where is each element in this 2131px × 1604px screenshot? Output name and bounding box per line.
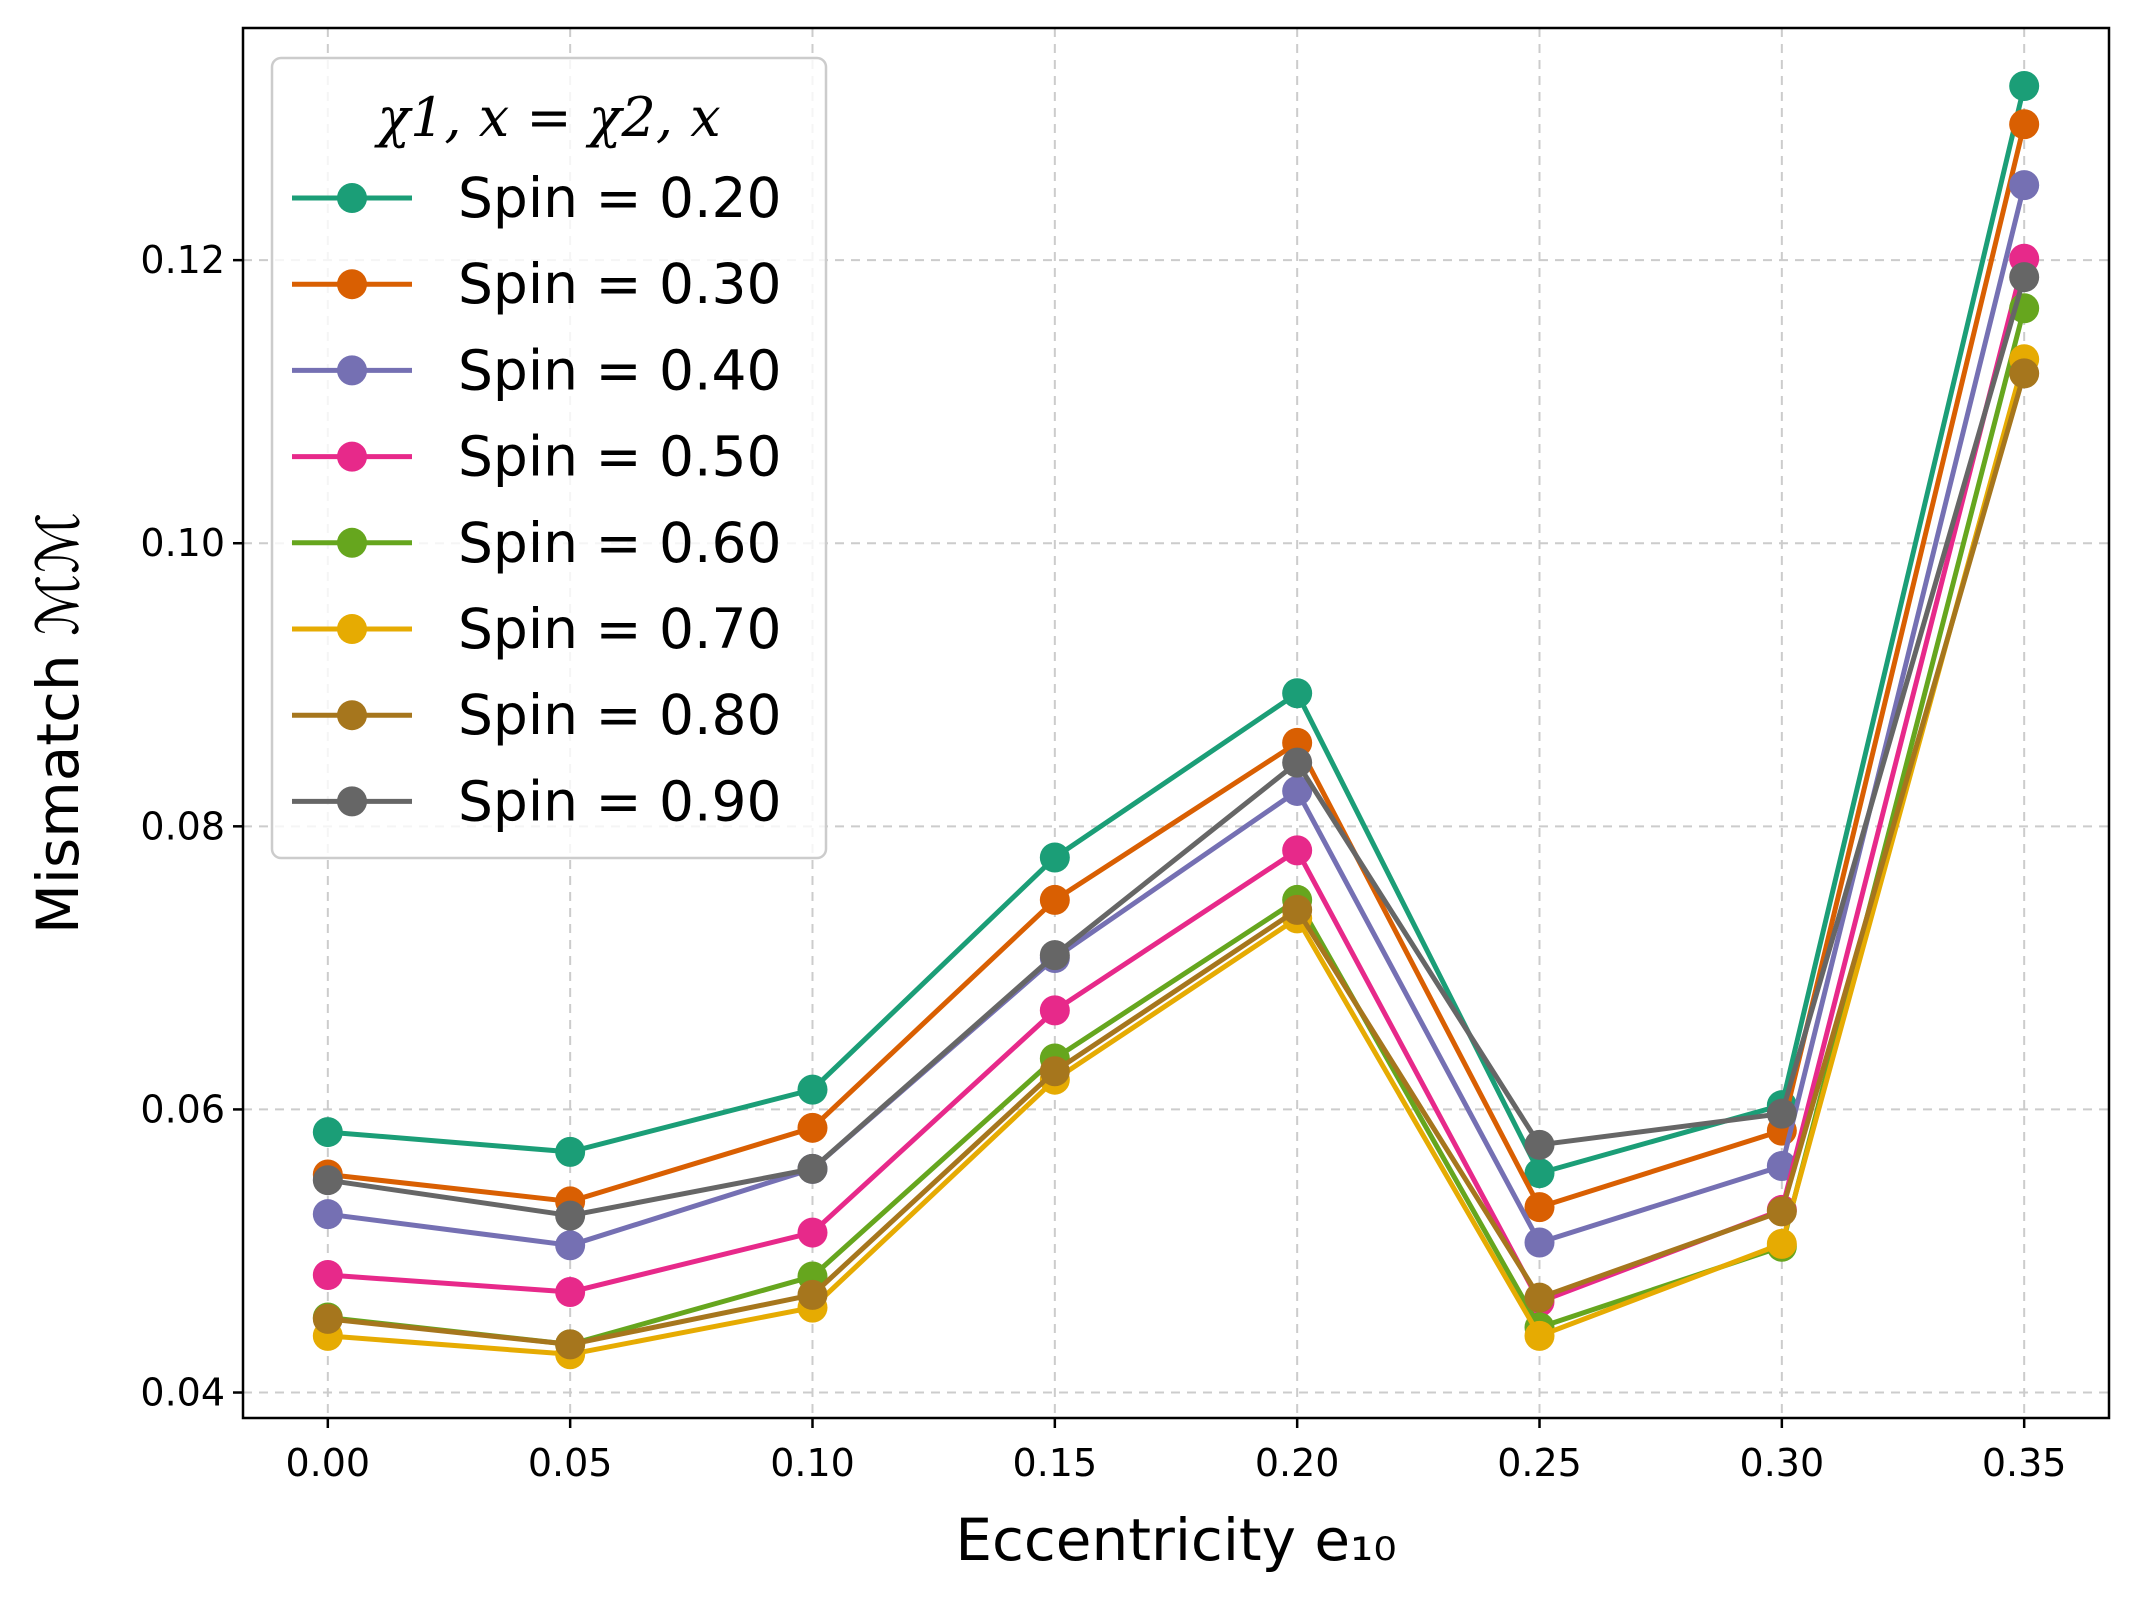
- y-axis-label: Mismatch ℳℳ: [24, 512, 92, 934]
- y-tick-label: 0.10: [140, 521, 225, 565]
- y-tick-label: 0.12: [140, 238, 225, 282]
- series-spin-0.90: [312, 262, 2040, 1231]
- legend-marker: [337, 183, 367, 213]
- legend-label: Spin = 0.30: [458, 252, 781, 316]
- legend-entries: Spin = 0.20 Spin = 0.30 Spin = 0.40 Spin = …: [292, 166, 781, 833]
- data-point: [555, 1200, 586, 1231]
- legend-marker: [337, 786, 367, 817]
- legend-entry: Spin = 0.30: [292, 252, 781, 316]
- legend-label: Spin = 0.70: [458, 597, 781, 661]
- legend-box: [270, 56, 828, 860]
- legend-label: Spin = 0.90: [458, 769, 781, 833]
- y-tick-label: 0.04: [140, 1371, 225, 1415]
- data-point: [1524, 1158, 1555, 1189]
- legend-entry: Spin = 0.40: [292, 338, 781, 402]
- axis-ticks: 0.00 0.05 0.10 0.15 0.20 0.25 0.30 0.35 0.04 0.06…: [140, 238, 2066, 1485]
- series-line: [327, 276, 2027, 1219]
- data-point: [797, 1279, 828, 1310]
- data-point: [1282, 894, 1313, 925]
- data-point: [1039, 842, 1070, 873]
- data-point: [1282, 747, 1313, 778]
- legend-marker: [337, 614, 367, 644]
- legend-marker: [337, 700, 367, 731]
- data-point: [1524, 1282, 1555, 1313]
- x-tick-label: 0.15: [1013, 1441, 1098, 1485]
- legend-marker: [337, 527, 367, 558]
- legend-label: Spin = 0.80: [458, 683, 781, 747]
- x-tick-label: 0.05: [528, 1441, 613, 1485]
- data-point: [797, 1217, 828, 1248]
- data-point: [1039, 1056, 1070, 1087]
- data-point: [312, 1199, 343, 1230]
- data-point: [1766, 1098, 1797, 1129]
- x-tick-label: 0.00: [286, 1441, 371, 1485]
- data-point: [1282, 835, 1313, 866]
- data-point: [1524, 1320, 1555, 1351]
- plot-frame: [241, 26, 2111, 1420]
- legend-entry: Spin = 0.50: [292, 425, 781, 489]
- series-spin-0.30: [312, 109, 2040, 1223]
- legend-marker: [337, 355, 367, 386]
- legend-label: Spin = 0.60: [458, 511, 781, 575]
- data-point: [312, 1117, 343, 1148]
- data-point: [2009, 170, 2040, 201]
- legend-entry: Spin = 0.60: [292, 511, 781, 575]
- data-point: [1039, 884, 1070, 915]
- data-point: [2009, 71, 2040, 102]
- data-point: [797, 1112, 828, 1143]
- legend-label: Spin = 0.40: [458, 338, 781, 402]
- series-line: [327, 358, 2027, 1357]
- x-tick-label: 0.20: [1255, 1441, 1340, 1485]
- legend-title: χ1, x = χ2, x: [373, 86, 720, 149]
- data-point: [797, 1074, 828, 1105]
- series-line: [327, 184, 2027, 1248]
- data-point: [1039, 995, 1070, 1026]
- x-tick-label: 0.25: [1497, 1441, 1582, 1485]
- data-point: [1039, 940, 1070, 971]
- series-line: [327, 372, 2027, 1347]
- data-point: [312, 1260, 343, 1291]
- legend-label: Spin = 0.50: [458, 425, 781, 489]
- x-tick-label: 0.30: [1740, 1441, 1825, 1485]
- data-point: [1766, 1196, 1797, 1227]
- legend-entry: Spin = 0.90: [292, 769, 781, 833]
- data-point: [312, 1165, 343, 1196]
- legend-marker: [337, 441, 367, 472]
- legend-entry: Spin = 0.70: [292, 597, 781, 661]
- data-point: [1524, 1192, 1555, 1223]
- legend-marker: [337, 269, 367, 300]
- data-point: [1766, 1228, 1797, 1259]
- legend-entry: Spin = 0.20: [292, 166, 781, 230]
- data-point: [1524, 1227, 1555, 1258]
- data-point: [2009, 358, 2040, 389]
- series-spin-0.80: [312, 358, 2040, 1360]
- data-point: [2009, 262, 2040, 293]
- data-point: [555, 1230, 586, 1261]
- data-point: [797, 1153, 828, 1184]
- x-tick-label: 0.10: [770, 1441, 855, 1485]
- data-point: [555, 1277, 586, 1308]
- x-axis-label: Eccentricity e₁₀: [955, 1506, 1396, 1574]
- y-tick-label: 0.06: [140, 1087, 225, 1131]
- y-tick-label: 0.08: [140, 804, 225, 848]
- series-line: [327, 123, 2027, 1210]
- data-point: [1282, 678, 1313, 709]
- data-point: [555, 1329, 586, 1360]
- legend-label: Spin = 0.20: [458, 166, 781, 230]
- legend-entry: Spin = 0.80: [292, 683, 781, 747]
- data-point: [312, 1303, 343, 1334]
- data-point: [555, 1136, 586, 1167]
- data-point: [1282, 775, 1313, 806]
- data-point: [2009, 109, 2040, 140]
- x-tick-label: 0.35: [1982, 1441, 2067, 1485]
- data-point: [1524, 1129, 1555, 1160]
- series-layer: [312, 71, 2040, 1370]
